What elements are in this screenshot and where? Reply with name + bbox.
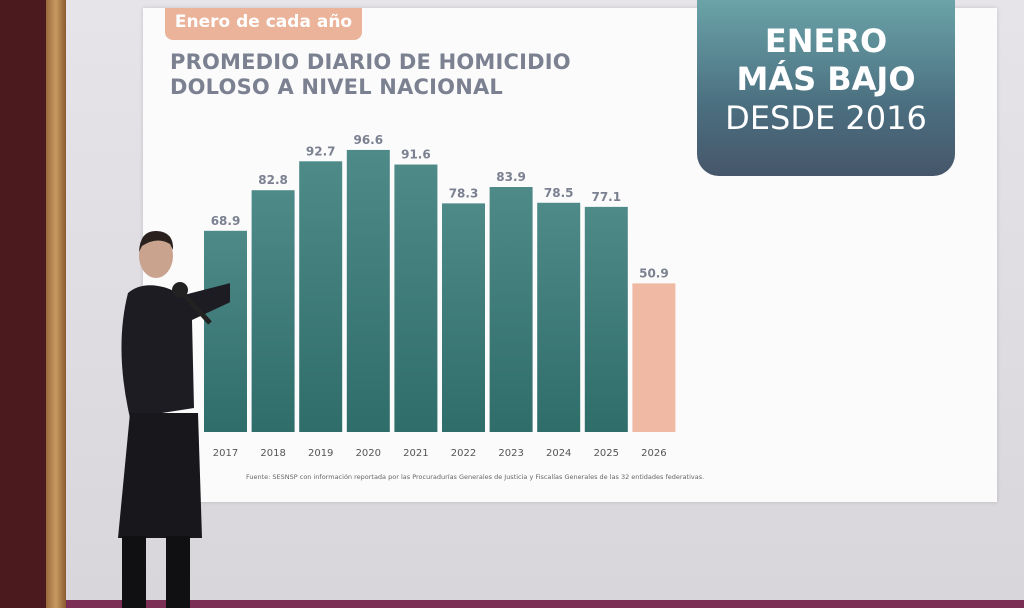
x-tick-label-2021: 2021 — [403, 448, 428, 459]
bar-2022 — [442, 203, 485, 432]
x-tick-label-2024: 2024 — [546, 448, 571, 459]
value-label-2019: 92.7 — [306, 144, 336, 158]
value-label-2024: 78.5 — [544, 186, 574, 200]
subtitle-tag: Enero de cada año — [165, 8, 362, 40]
x-tick-label-2023: 2023 — [498, 448, 523, 459]
x-tick-label-2020: 2020 — [356, 448, 381, 459]
x-tick-label-2019: 2019 — [308, 448, 333, 459]
value-label-2023: 83.9 — [496, 170, 526, 184]
bar-2019 — [299, 161, 343, 433]
value-label-2021: 91.6 — [401, 148, 431, 162]
bar-2025 — [584, 206, 628, 432]
value-label-2026: 50.9 — [639, 266, 669, 280]
x-tick-label-2025: 2025 — [594, 448, 619, 459]
badge-line-1: ENERO — [764, 22, 888, 60]
bar-2018 — [251, 190, 295, 432]
bar-2024 — [537, 202, 581, 432]
x-tick-label-2026: 2026 — [641, 448, 666, 459]
value-label-2025: 77.1 — [591, 190, 621, 204]
wood-panel — [46, 0, 66, 608]
value-label-2022: 78.3 — [449, 186, 479, 200]
stage-floor — [66, 600, 1024, 608]
badge-line-3: DESDE 2016 — [725, 99, 927, 137]
projection-screen: Enero de cada año PROMEDIO DIARIO DE HOM… — [143, 0, 997, 502]
x-tick-label-2018: 2018 — [260, 448, 285, 459]
x-tick-label-2017: 2017 — [213, 448, 238, 459]
value-label-2018: 82.8 — [258, 173, 288, 187]
badge-line-2: MÁS BAJO — [736, 60, 916, 98]
value-label-2017: 68.9 — [211, 214, 241, 228]
bar-2020 — [346, 149, 390, 433]
source-note: Fuente: SESNSP con información reportada… — [246, 473, 705, 481]
background-wall — [0, 0, 46, 608]
bar-2021 — [394, 164, 438, 432]
bar-2017 — [204, 230, 247, 432]
bar-2026 — [632, 283, 676, 432]
presenter — [118, 230, 230, 608]
title-line-2: DOLOSO A NIVEL NACIONAL — [170, 75, 504, 99]
chart-title: PROMEDIO DIARIO DE HOMICIDIO DOLOSO A NI… — [170, 50, 571, 100]
bar-chart: 68.9 2017 82.8 2018 92.7 2019 96.6 2020 91.6 2021… — [204, 133, 676, 459]
value-label-2020: 96.6 — [353, 133, 383, 147]
bar-2023 — [489, 187, 533, 432]
title-line-1: PROMEDIO DIARIO DE HOMICIDIO — [170, 50, 571, 74]
highlight-badge: ENERO MÁS BAJO DESDE 2016 — [697, 0, 955, 176]
x-tick-label-2022: 2022 — [451, 448, 476, 459]
